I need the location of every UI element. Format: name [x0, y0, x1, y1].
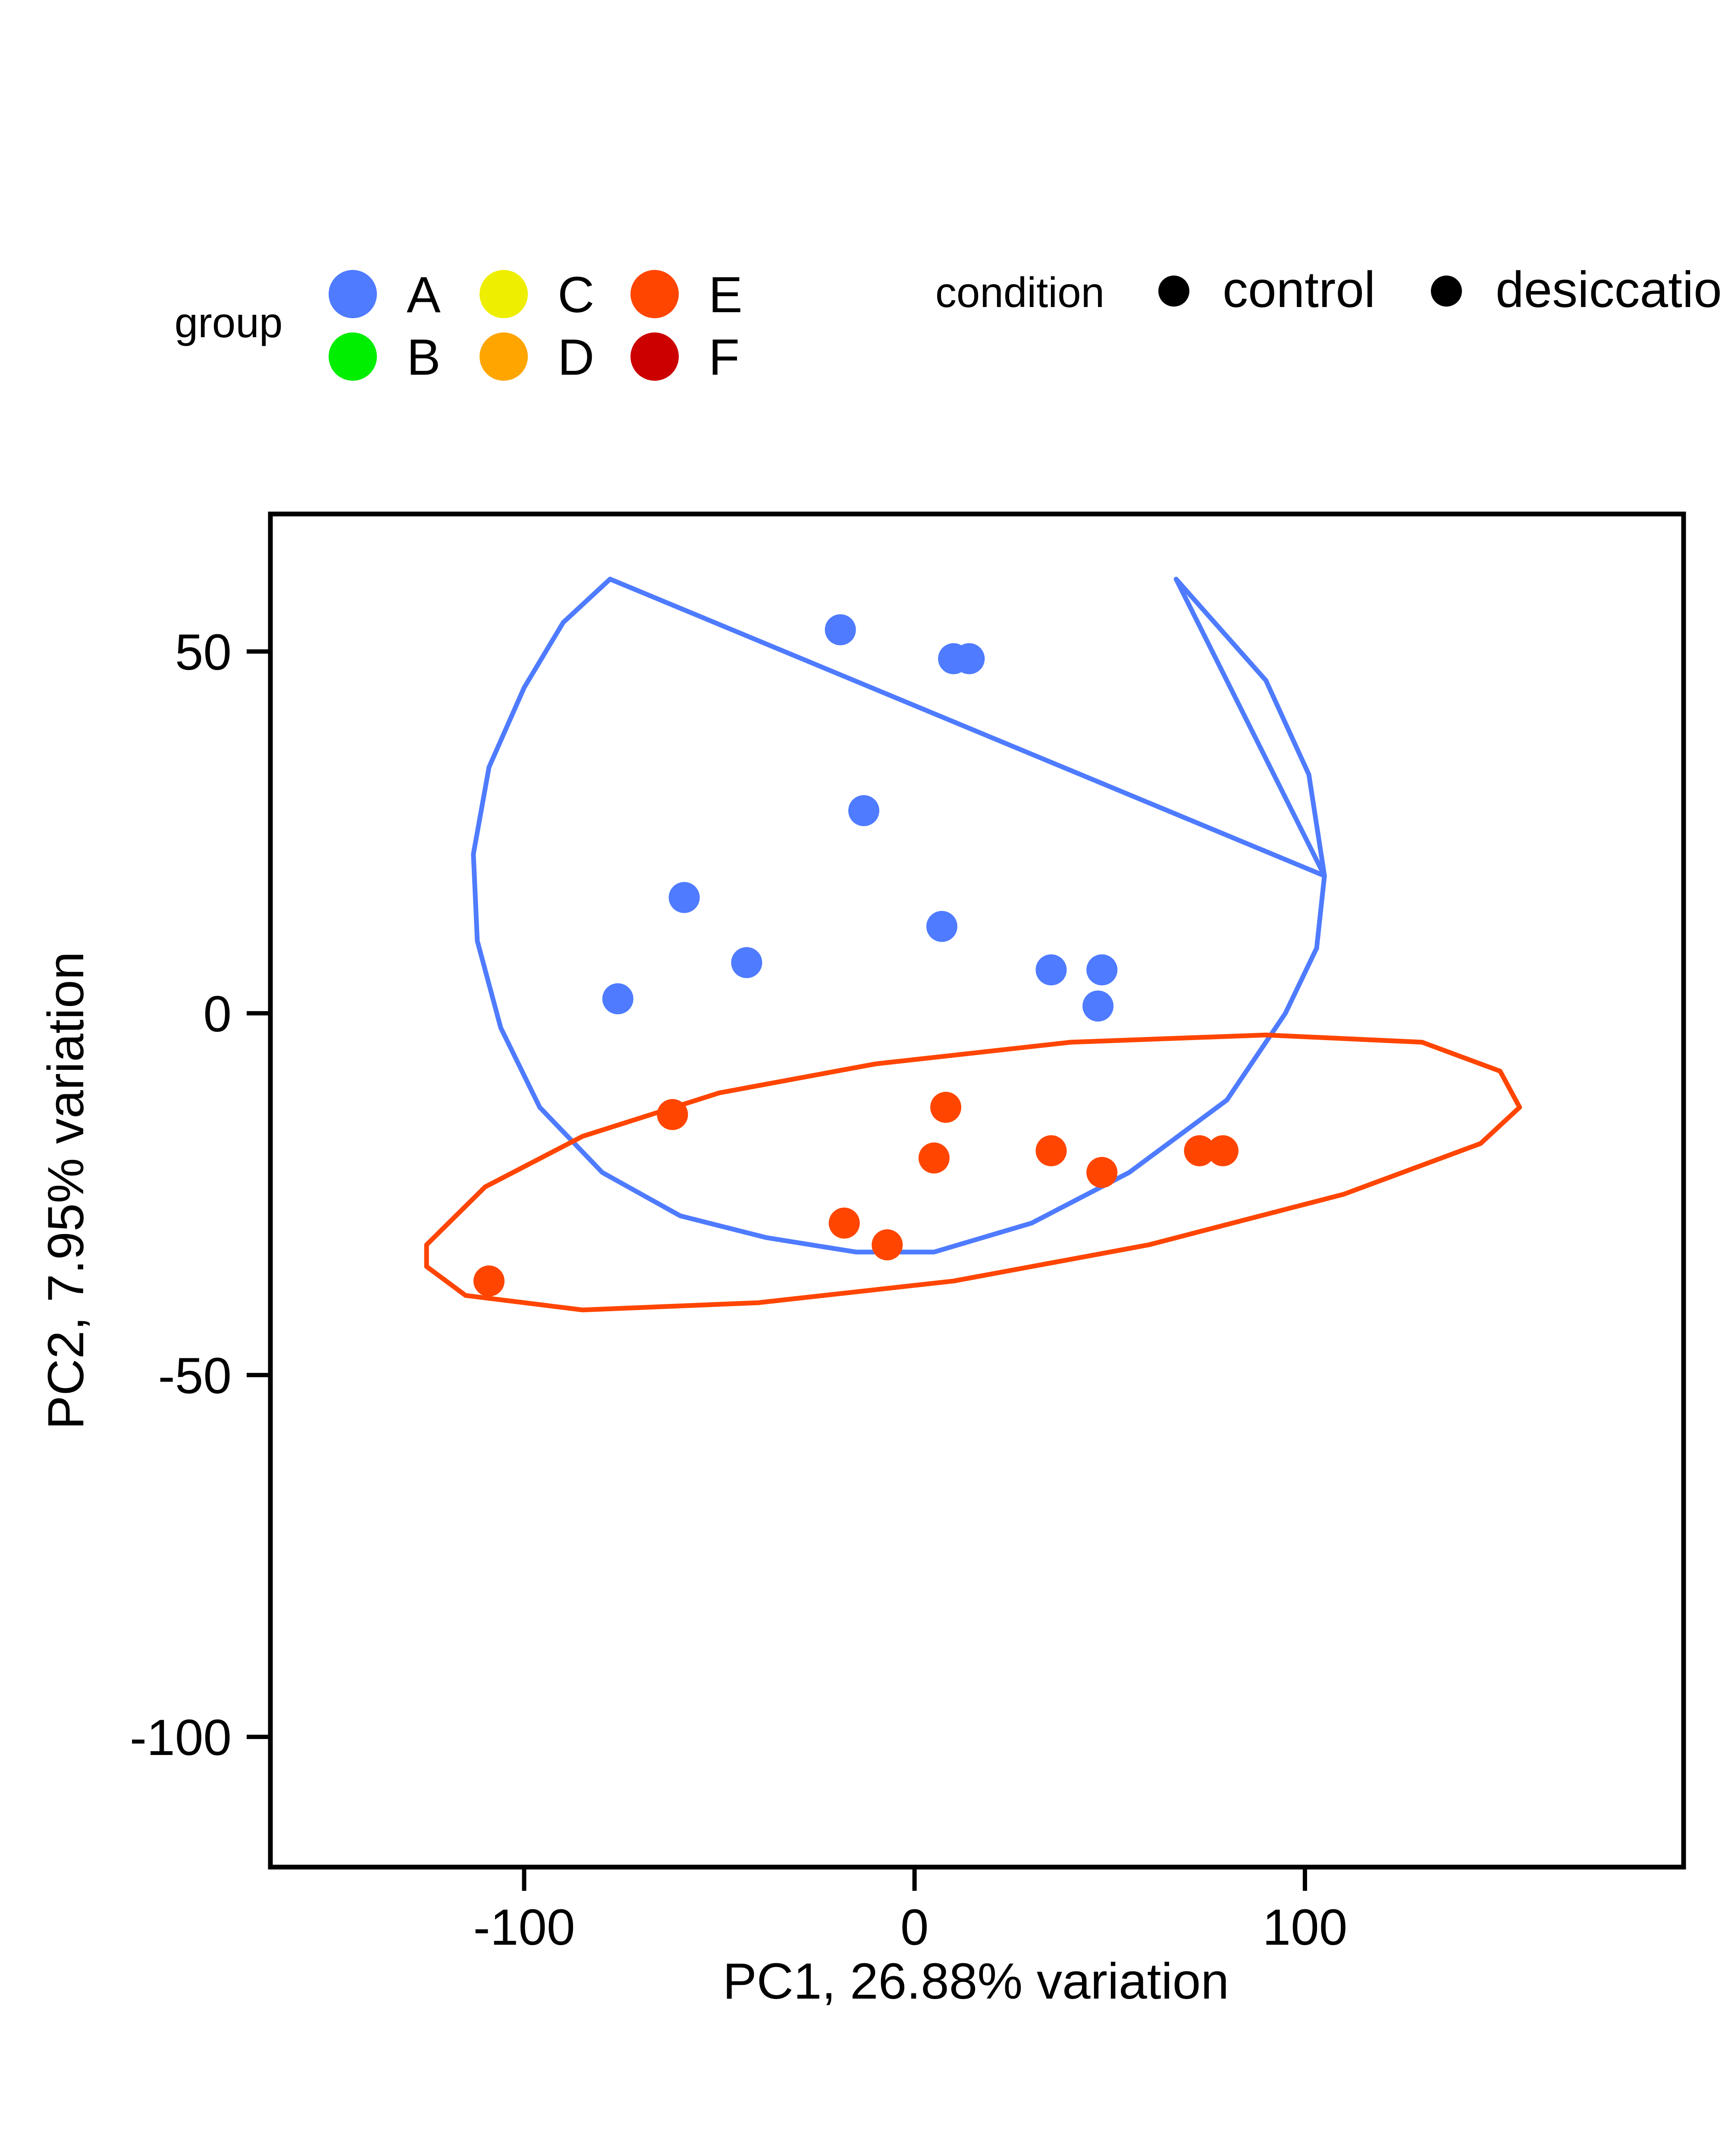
point-A-6 — [926, 911, 957, 942]
legend-swatch-A — [329, 270, 377, 318]
point-A-2 — [953, 643, 985, 674]
legend-condition: condition control desiccation — [935, 261, 1725, 318]
legend-condition-label-control: control — [1223, 261, 1375, 318]
legend-label-C: C — [558, 266, 594, 323]
y-tick-label: -100 — [130, 1709, 232, 1766]
legend-group: group AB CD EF — [175, 266, 743, 386]
point-A-9 — [1086, 954, 1117, 985]
legend-condition-title: condition — [935, 269, 1104, 316]
legend-condition-marker-desiccation — [1431, 276, 1462, 307]
legend-label-B: B — [407, 329, 441, 386]
enclosure-group-E — [427, 1035, 1520, 1310]
legend-label-F: F — [709, 329, 740, 386]
y-tick-label: 0 — [203, 986, 232, 1043]
y-axis-title: PC2, 7.95% variation — [38, 952, 94, 1430]
x-axis-title: PC1, 26.88% variation — [723, 1953, 1229, 2010]
legend-label-D: D — [558, 329, 594, 386]
point-E-1 — [930, 1092, 961, 1123]
legend-swatch-D — [480, 332, 528, 381]
plot-area: -100 0 100 -100 -50 0 50 — [130, 514, 1684, 1956]
legend-swatch-C — [480, 270, 528, 318]
point-E-3 — [1036, 1135, 1067, 1166]
point-E-2 — [919, 1143, 950, 1174]
legend-group-title: group — [175, 299, 283, 346]
legend-swatch-E — [630, 270, 679, 318]
legend-swatch-B — [329, 332, 377, 381]
point-E-6 — [1208, 1135, 1239, 1166]
point-A-4 — [669, 882, 700, 913]
point-A-3 — [848, 795, 879, 826]
legend-swatch-F — [630, 332, 679, 381]
legend-label-E: E — [709, 266, 743, 323]
point-A-0 — [825, 614, 856, 646]
point-E-9 — [474, 1266, 505, 1297]
point-A-8 — [1036, 954, 1067, 985]
x-tick-label: -100 — [473, 1899, 575, 1956]
point-A-10 — [1082, 990, 1113, 1022]
point-E-4 — [1086, 1157, 1117, 1188]
y-tick-label: -50 — [158, 1348, 232, 1404]
legend-condition-marker-control — [1158, 276, 1189, 307]
point-A-7 — [602, 983, 634, 1014]
legend-condition-label-desiccation: desiccation — [1496, 261, 1725, 318]
point-E-7 — [829, 1208, 860, 1239]
point-E-0 — [657, 1099, 688, 1130]
x-tick-label: 100 — [1262, 1899, 1347, 1956]
legend-label-A: A — [407, 266, 441, 323]
x-tick-label: 0 — [900, 1899, 929, 1956]
point-A-5 — [731, 947, 762, 978]
point-E-8 — [872, 1229, 903, 1260]
y-tick-label: 50 — [175, 624, 232, 681]
